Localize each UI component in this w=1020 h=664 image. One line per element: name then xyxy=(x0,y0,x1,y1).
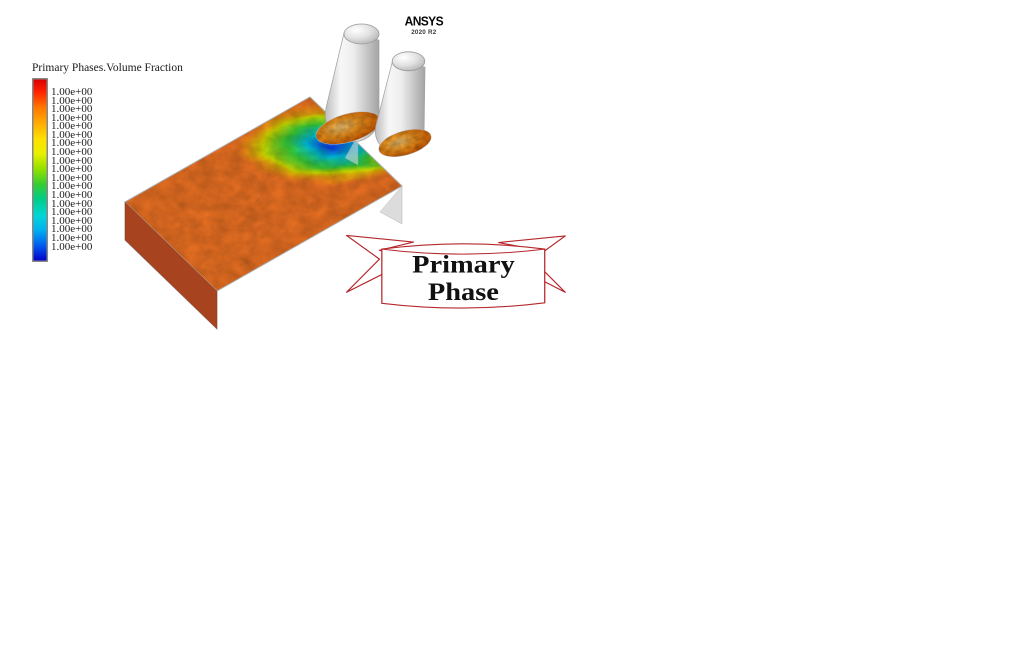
svg-text:Primary: Primary xyxy=(412,250,515,278)
svg-text:Phase: Phase xyxy=(428,277,499,305)
